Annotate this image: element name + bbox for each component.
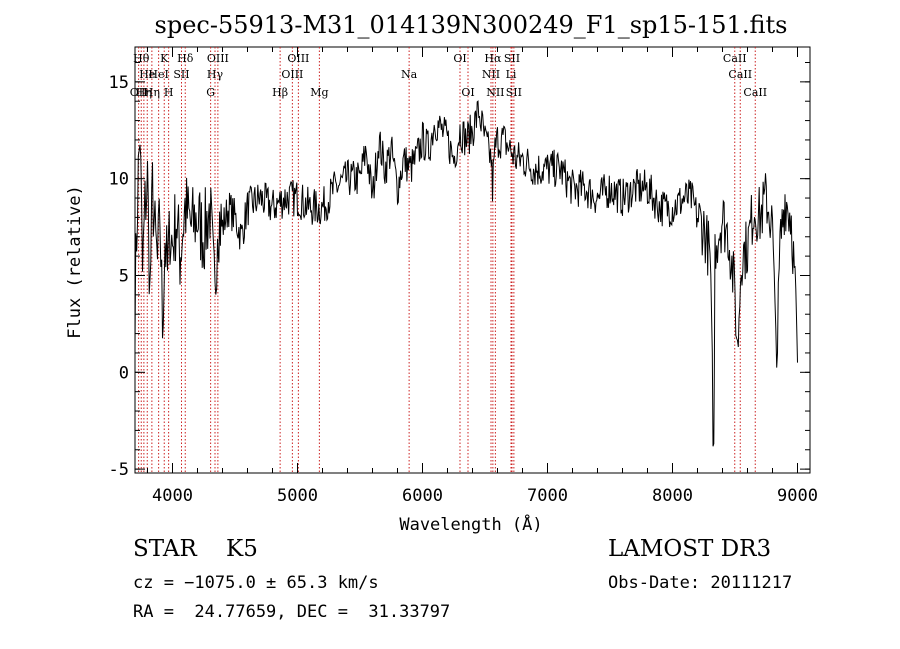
x-tick-label: 6000 xyxy=(402,486,443,506)
y-tick-label: -5 xyxy=(109,460,129,480)
chart-title: spec-55913-M31_014139N300249_F1_sp15-151… xyxy=(155,11,788,39)
line-label-group: OII Hθ Hη He Hη HeI K H SII Hδ G Hγ OIII Hβ OIII OIII Mg… xyxy=(130,52,767,99)
x-tick-label: 4000 xyxy=(152,486,193,506)
line-marker-label: OIII xyxy=(207,52,229,65)
x-tick-label: 7000 xyxy=(527,486,568,506)
line-marker-label: G xyxy=(206,86,215,99)
line-marker-label: OIII xyxy=(287,52,309,65)
plot-frame xyxy=(134,46,811,474)
line-marker-label: Hβ xyxy=(272,86,288,99)
survey-text: LAMOST DR3 xyxy=(608,536,772,562)
line-marker-label: Li xyxy=(506,68,517,81)
x-axis-label: Wavelength (Å) xyxy=(399,513,542,535)
line-marker-label: SII xyxy=(173,68,189,81)
line-marker-label: Hα xyxy=(484,52,502,65)
line-marker-label: Na xyxy=(401,68,418,81)
x-tick-label: 5000 xyxy=(277,486,318,506)
coordinates-text: RA = 24.77659, DEC = 31.33797 xyxy=(133,602,451,622)
line-marker-label: Hη xyxy=(136,86,152,99)
line-marker-label: CaII xyxy=(743,86,767,99)
y-tick-label: 0 xyxy=(119,363,129,383)
y-tick-label: 5 xyxy=(119,266,129,286)
x-axis: 4000 5000 6000 7000 8000 9000 xyxy=(147,47,818,506)
line-marker-label: OII xyxy=(130,86,148,99)
line-marker-label: CaII xyxy=(723,52,747,65)
line-marker-label: CaII xyxy=(728,68,752,81)
line-marker-label: HeI xyxy=(148,68,168,81)
x-tick-label: 9000 xyxy=(777,486,818,506)
line-marker-label: Hθ xyxy=(133,52,150,65)
line-marker-label: Hδ xyxy=(177,52,194,65)
line-marker-label: K xyxy=(160,52,169,65)
x-tick-label: 8000 xyxy=(652,486,693,506)
line-marker-label: SII xyxy=(504,52,520,65)
line-marker-label: NII xyxy=(482,68,500,81)
line-marker-label: OI xyxy=(453,52,466,65)
observation-date-text: Obs-Date: 20111217 xyxy=(608,573,793,593)
line-marker-group xyxy=(138,47,756,473)
line-marker-label: NII xyxy=(486,86,504,99)
spectrum-series-line xyxy=(134,100,798,447)
y-axis-label: Flux (relative) xyxy=(65,185,85,339)
y-axis: -5 0 5 10 15 xyxy=(109,61,810,480)
y-tick-label: 15 xyxy=(109,73,129,93)
line-marker-label: Hη xyxy=(144,86,160,99)
y-tick-label: 10 xyxy=(109,170,129,190)
line-marker-label: Mg xyxy=(310,86,328,99)
line-marker-label: Hγ xyxy=(207,68,224,81)
line-marker-label: OIII xyxy=(281,68,303,81)
line-marker-label: He xyxy=(139,68,155,81)
redshift-text: cz = −1075.0 ± 65.3 km/s xyxy=(133,573,379,593)
line-marker-label: H xyxy=(164,86,174,99)
line-marker-label: SII xyxy=(506,86,522,99)
classification-text: STAR K5 xyxy=(133,536,258,562)
line-marker-label: OI xyxy=(461,86,474,99)
